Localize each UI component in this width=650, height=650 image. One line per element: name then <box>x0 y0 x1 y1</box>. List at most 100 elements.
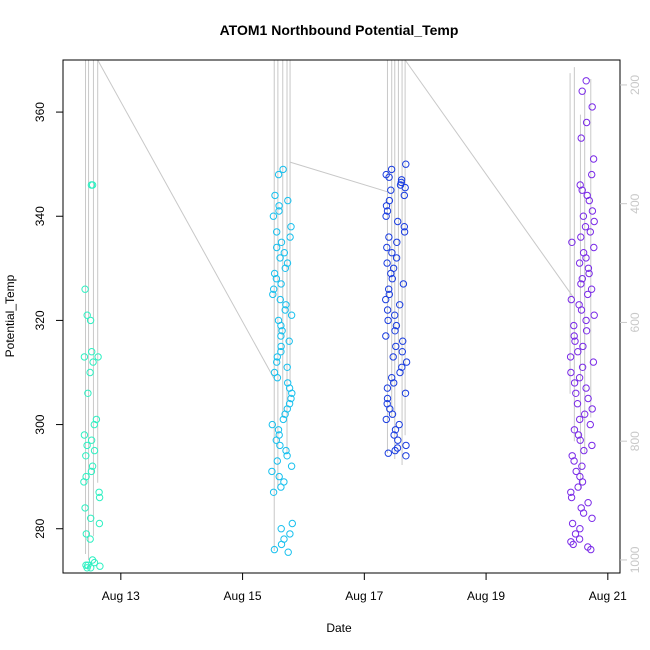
data-point <box>577 306 586 314</box>
data-point <box>286 233 294 241</box>
data-point <box>584 264 593 272</box>
data-point <box>572 467 580 476</box>
data-point <box>277 483 285 491</box>
data-point <box>94 353 102 361</box>
data-point <box>274 426 283 434</box>
data-point <box>270 285 278 293</box>
data-point <box>586 228 594 236</box>
data-point <box>387 269 395 278</box>
data-point <box>391 327 399 335</box>
data-point <box>580 446 588 455</box>
data-point <box>567 368 575 377</box>
data-point <box>567 493 576 502</box>
data-point <box>270 545 279 554</box>
data-point <box>578 87 586 95</box>
data-point <box>83 311 91 319</box>
data-point <box>383 243 391 252</box>
data-point <box>588 514 596 522</box>
data-point <box>578 363 587 371</box>
chart-title: ATOM1 Northbound Potential_Temp <box>220 22 459 38</box>
y-tick-label: 300 <box>33 414 47 434</box>
data-point <box>90 558 99 567</box>
data-point <box>397 176 406 184</box>
data-point <box>388 374 396 382</box>
data-point <box>390 379 398 387</box>
data-point <box>82 530 91 538</box>
data-point <box>582 77 590 85</box>
data-point <box>82 452 90 460</box>
data-point <box>383 306 392 314</box>
data-point <box>287 311 296 319</box>
data-point <box>383 384 392 392</box>
data-point <box>398 348 406 356</box>
data-point <box>590 311 598 319</box>
data-point <box>570 321 578 330</box>
plot-frame <box>62 59 621 574</box>
data-point <box>283 452 291 460</box>
data-point <box>567 538 575 546</box>
data-point <box>392 321 401 330</box>
data-point <box>388 410 397 418</box>
data-point <box>273 358 281 366</box>
data-point <box>392 342 400 351</box>
data-point <box>584 499 592 507</box>
data-point <box>572 389 580 397</box>
series-2 <box>268 165 296 556</box>
data-point <box>566 353 575 361</box>
data-point <box>582 384 590 392</box>
y-tick-label: 280 <box>33 518 47 538</box>
data-point <box>577 134 585 142</box>
data-point <box>570 379 579 387</box>
secondary-tick-label: 600 <box>628 312 642 332</box>
data-point <box>582 327 591 335</box>
data-point <box>400 191 408 200</box>
data-point <box>385 290 393 299</box>
secondary-y-axis: 200 400 600 800 1000 <box>620 75 642 573</box>
data-point <box>86 368 94 377</box>
x-tick-label: Aug 21 <box>589 589 627 603</box>
data-point <box>287 462 296 470</box>
data-point <box>401 389 410 397</box>
data-point <box>87 436 96 444</box>
data-point <box>588 441 596 450</box>
data-point <box>272 275 281 283</box>
data-point <box>402 441 410 450</box>
secondary-tick-label: 1000 <box>628 546 642 573</box>
data-point <box>579 342 587 351</box>
data-point <box>575 374 584 382</box>
data-point <box>86 316 95 325</box>
data-point <box>569 540 577 549</box>
data-point <box>586 420 594 429</box>
data-point <box>89 358 97 366</box>
data-point <box>96 562 104 570</box>
data-point <box>275 472 283 481</box>
connector-line-1 <box>289 161 388 193</box>
data-point <box>589 358 598 366</box>
data-point <box>277 238 286 247</box>
data-point <box>286 530 294 538</box>
data-point <box>88 348 96 356</box>
data-point <box>571 530 580 538</box>
data-point <box>395 420 403 429</box>
connector-line-0 <box>97 59 275 380</box>
secondary-tick-label: 400 <box>628 193 642 213</box>
data-point <box>588 170 596 179</box>
data-point <box>394 436 402 444</box>
data-point <box>402 160 410 168</box>
data-point <box>95 519 104 528</box>
data-point <box>382 202 391 210</box>
series-4 <box>566 77 598 554</box>
data-point <box>579 509 588 517</box>
data-point <box>271 191 279 200</box>
data-point <box>584 394 592 403</box>
data-point <box>90 420 99 429</box>
data-point <box>576 181 584 189</box>
secondary-tick-label: 200 <box>628 75 642 95</box>
data-point <box>396 301 404 309</box>
data-point <box>268 467 276 476</box>
x-tick-label: Aug 17 <box>345 589 383 603</box>
data-point <box>578 462 586 470</box>
data-point <box>399 280 408 288</box>
data-point <box>269 488 278 496</box>
data-point <box>276 254 284 262</box>
